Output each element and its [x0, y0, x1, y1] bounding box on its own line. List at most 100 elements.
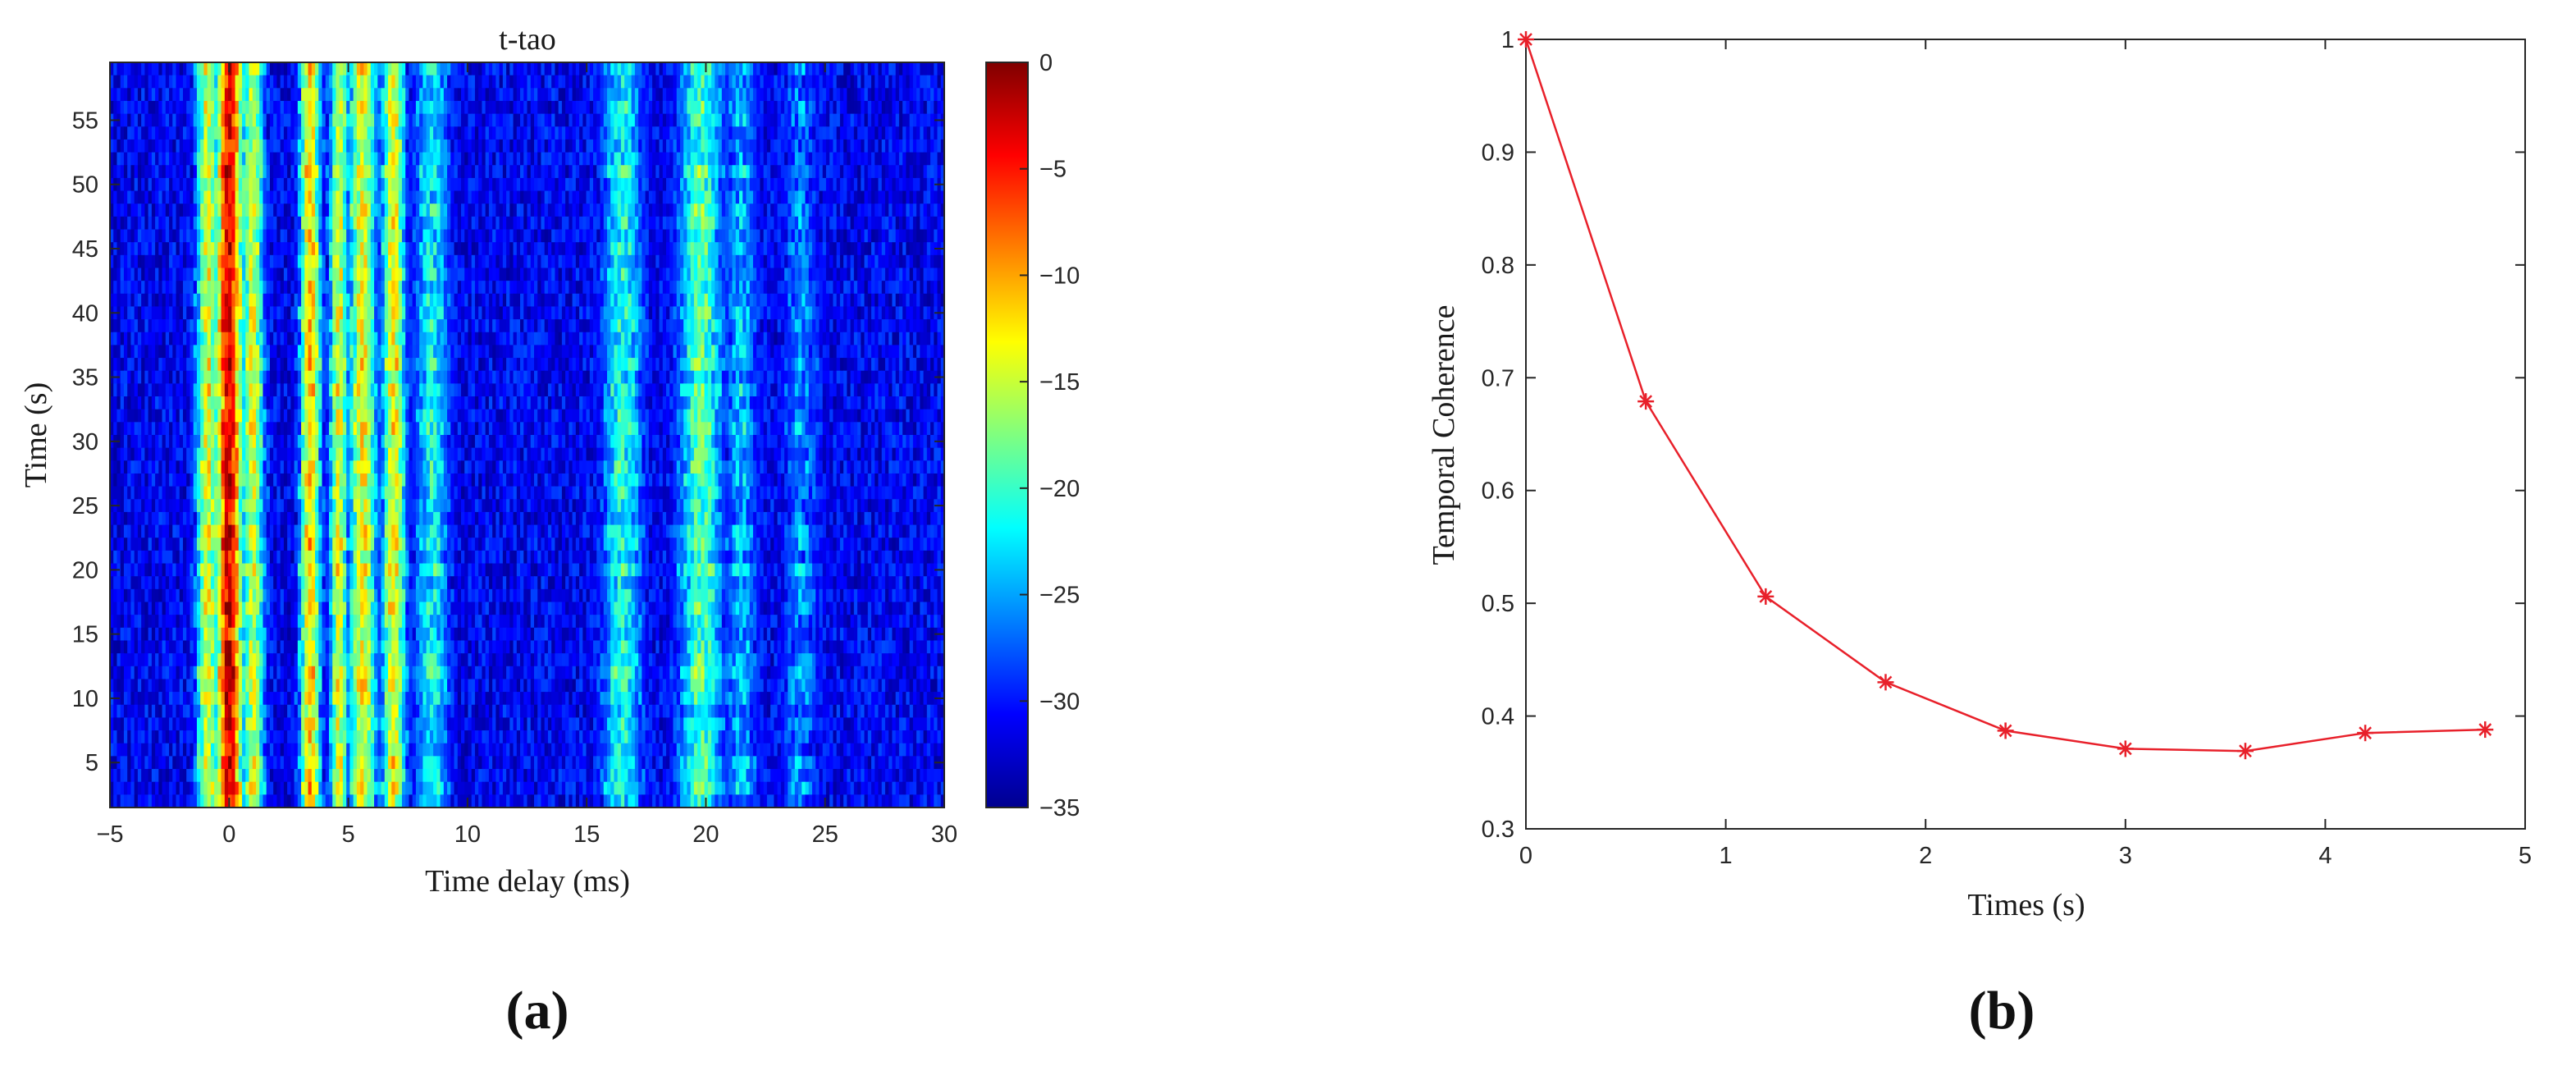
heatmap-cell [496, 126, 500, 140]
heatmap-cell [728, 113, 733, 127]
heatmap-cell [805, 100, 810, 115]
heatmap-cell [328, 242, 333, 256]
heatmap-cell [676, 268, 681, 281]
heatmap-cell [325, 242, 330, 256]
heatmap-cell [725, 229, 729, 243]
heatmap-cell [582, 126, 587, 140]
heatmap-cell [127, 281, 132, 295]
heatmap-cell [794, 281, 799, 295]
heatmap-cell [794, 113, 799, 127]
heatmap-cell [287, 152, 291, 166]
heatmap-cell [912, 152, 917, 166]
heatmap-cell [447, 242, 451, 256]
heatmap-cell [683, 254, 688, 269]
heatmap-cell [642, 229, 646, 243]
heatmap-cell [294, 268, 299, 281]
heatmap-cell [798, 100, 802, 115]
heatmap-cell [294, 229, 299, 243]
heatmap-cell [523, 306, 528, 320]
heatmap-cell [252, 139, 257, 153]
heatmap-cell [794, 75, 799, 89]
heatmap-cell [141, 190, 145, 204]
heatmap-cell [207, 281, 212, 295]
heatmap-cell [909, 177, 914, 192]
heatmap-cell [662, 190, 667, 204]
heatmap-cell [895, 229, 900, 243]
heatmap-cell [283, 113, 288, 127]
heatmap-cell [631, 319, 636, 333]
heatmap-cell [113, 216, 118, 231]
heatmap-cell [130, 242, 135, 256]
heatmap-cell [652, 229, 656, 243]
heatmap-cell [561, 293, 566, 308]
heatmap-cell [752, 319, 757, 333]
heatmap-cell [134, 254, 139, 269]
heatmap-cell [158, 165, 163, 179]
heatmap-cell [926, 204, 931, 217]
heatmap-cell [412, 216, 417, 231]
heatmap-cell [374, 281, 378, 295]
heatmap-cell [575, 254, 580, 269]
heatmap-cell [794, 254, 799, 269]
heatmap-cell [141, 126, 145, 140]
heatmap-cell [395, 126, 400, 140]
heatmap-cell [561, 204, 566, 217]
heatmap-cell [360, 75, 364, 89]
heatmap-cell [617, 165, 622, 179]
heatmap-cell [158, 281, 163, 295]
heatmap-cell [471, 216, 476, 231]
heatmap-cell [561, 62, 566, 76]
heatmap-cell [770, 204, 774, 217]
heatmap-cell [127, 293, 132, 308]
heatmap-cell [679, 75, 684, 89]
heatmap-cell [249, 113, 253, 127]
heatmap-cell [471, 62, 476, 76]
heatmap-cell [426, 177, 431, 192]
heatmap-cell [774, 75, 779, 89]
heatmap-cell [228, 190, 232, 204]
heatmap-cell [443, 88, 448, 102]
heatmap-cell [374, 126, 378, 140]
heatmap-cell [127, 100, 132, 115]
heatmap-cell [770, 268, 774, 281]
heatmap-cell [707, 190, 712, 204]
heatmap-cell [315, 62, 319, 76]
heatmap-cell [805, 62, 810, 76]
heatmap-cell [738, 190, 743, 204]
heatmap-cell [252, 88, 257, 102]
heatmap-cell [749, 75, 754, 89]
heatmap-cell [252, 152, 257, 166]
heatmap-cell [898, 62, 903, 76]
heatmap-cell [290, 254, 295, 269]
heatmap-cell [110, 281, 114, 295]
heatmap-cell [158, 100, 163, 115]
heatmap-cell [829, 190, 834, 204]
heatmap-cell [839, 100, 844, 115]
heatmap-cell [179, 88, 184, 102]
heatmap-cell [603, 113, 608, 127]
heatmap-cell [763, 113, 768, 127]
heatmap-cell [721, 75, 726, 89]
heatmap-cell [843, 306, 847, 320]
heatmap-cell [551, 139, 555, 153]
heatmap-cell [287, 165, 291, 179]
heatmap-cell [777, 100, 782, 115]
heatmap-cell [770, 113, 774, 127]
heatmap-cell [499, 229, 504, 243]
heatmap-cell [388, 126, 392, 140]
heatmap-cell [130, 254, 135, 269]
heatmap-cell [916, 229, 920, 243]
heatmap-cell [819, 139, 824, 153]
heatmap-cell [569, 139, 573, 153]
heatmap-cell [624, 62, 628, 76]
heatmap-cell [742, 165, 747, 179]
heatmap-cell [638, 152, 642, 166]
heatmap-cell [266, 190, 271, 204]
heatmap-cell [447, 62, 451, 76]
heatmap-cell [151, 242, 156, 256]
heatmap-cell [579, 139, 583, 153]
heatmap-cell [648, 204, 653, 217]
heatmap-cell [586, 139, 591, 153]
heatmap-cell [151, 139, 156, 153]
heatmap-cell [569, 62, 573, 76]
